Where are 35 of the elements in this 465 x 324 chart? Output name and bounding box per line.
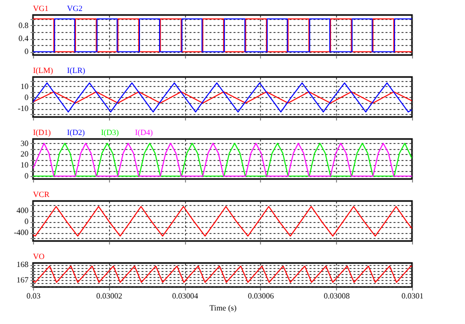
x-tick-label: 0.03 [26, 292, 40, 300]
text: I(LM) [33, 66, 54, 75]
series-label: I(D4) [135, 128, 154, 137]
y-tick-label: 0 [24, 47, 28, 56]
series-label: VG1 [33, 4, 49, 13]
y-tick-label: 168 [16, 260, 28, 270]
line-series [33, 142, 412, 177]
y-tick-label: -400 [14, 228, 28, 238]
line-series [33, 91, 412, 104]
y-tick-label: 0.8 [18, 20, 28, 30]
x-tick-label: 0.0301 [402, 292, 424, 300]
y-tick-label: 167 [16, 276, 28, 285]
series-label: I(LR) [67, 66, 86, 75]
y-tick-label: 0 [24, 92, 28, 102]
x-tick-label: 0.03004 [172, 292, 198, 300]
series-label: VO [33, 252, 45, 261]
y-tick-label: 400 [16, 206, 28, 216]
x-tick-label: 0.03006 [248, 292, 274, 300]
y-tick-label: 10 [20, 160, 28, 170]
series-label: I(D3) [101, 128, 120, 137]
y-tick-label: 0 [24, 217, 28, 226]
y-tick-label: -10 [18, 104, 28, 114]
x-tick-label: 0.03008 [324, 292, 350, 300]
y-tick-label: 10 [20, 82, 28, 91]
x-tick-label: 0.03002 [96, 292, 122, 300]
series-label: VG2 [67, 4, 83, 13]
y-tick-label: 0 [24, 172, 28, 181]
series-label: VCR [33, 190, 50, 199]
y-tick-label: 20 [20, 150, 28, 159]
legend-label: I(D1) [33, 128, 52, 137]
y-tick-label: 30 [20, 138, 28, 148]
legend-label: I(D2) [67, 128, 86, 137]
x-axis-title: Time (s) [209, 304, 237, 312]
line-series [33, 82, 412, 112]
y-tick-label: 0.4 [18, 34, 28, 44]
